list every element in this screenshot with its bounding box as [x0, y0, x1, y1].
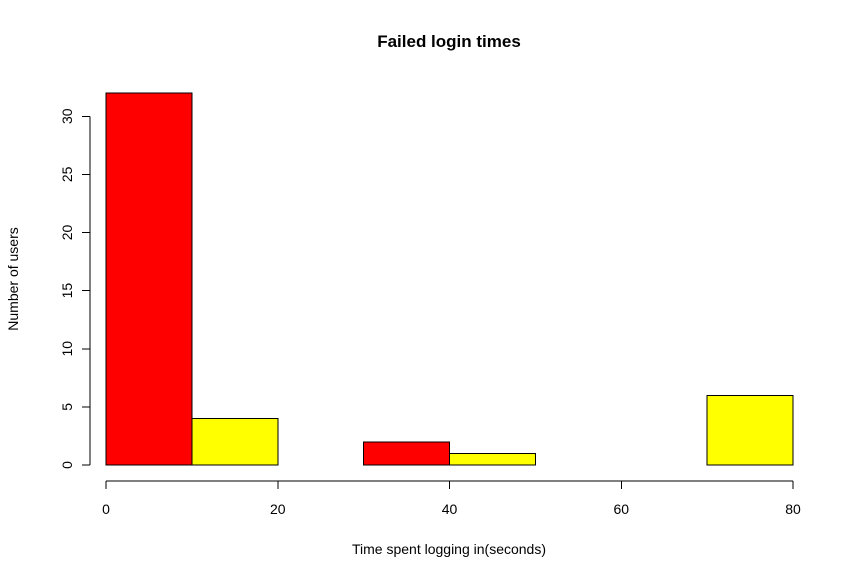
- x-tick-label-2: 40: [442, 501, 458, 517]
- y-tick-label-3: 15: [59, 283, 75, 299]
- y-axis: 0 5 10 15 20 25 30: [59, 108, 91, 469]
- y-tick-label-1: 5: [59, 403, 75, 411]
- x-axis: 0 20 40 60 80: [102, 480, 801, 517]
- y-tick-label-5: 25: [59, 166, 75, 182]
- x-tick-label-0: 0: [102, 501, 110, 517]
- histogram-bar-3: [363, 441, 450, 466]
- y-axis-label: Number of users: [5, 227, 21, 330]
- histogram-bar-0: [105, 92, 193, 466]
- x-tick-label-3: 60: [613, 501, 629, 517]
- histogram-bar-4: [449, 452, 536, 466]
- y-tick-label-0: 0: [59, 461, 75, 469]
- bars-group: [105, 92, 794, 466]
- x-tick-label-4: 80: [785, 501, 801, 517]
- histogram-bar-1: [191, 418, 279, 466]
- x-axis-label: Time spent logging in(seconds): [352, 541, 546, 557]
- x-tick-label-1: 20: [270, 501, 286, 517]
- histogram-bar-7: [706, 394, 794, 466]
- y-tick-label-2: 10: [59, 341, 75, 357]
- y-tick-label-4: 20: [59, 225, 75, 241]
- y-tick-label-6: 30: [59, 108, 75, 124]
- chart-title: Failed login times: [377, 32, 521, 51]
